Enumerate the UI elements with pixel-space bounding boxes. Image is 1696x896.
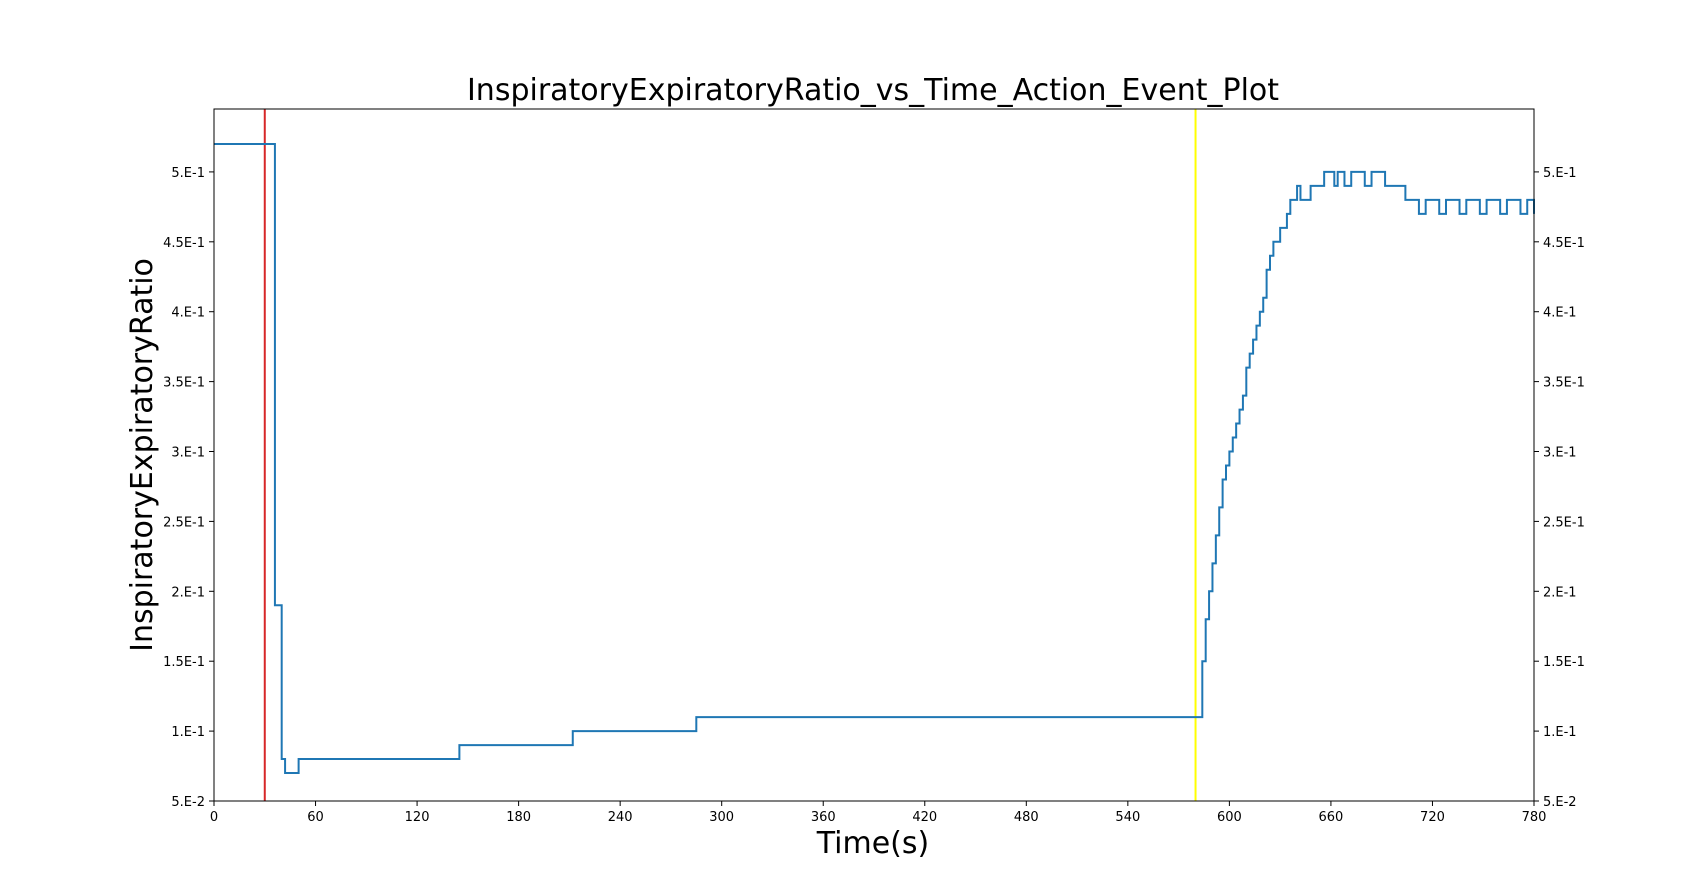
x-tick-label: 300 xyxy=(709,810,734,825)
y-tick-label-left: 5.E-2 xyxy=(171,795,205,810)
y-tick-label-right: 4.5E-1 xyxy=(1543,236,1585,251)
x-tick-label: 600 xyxy=(1217,810,1242,825)
y-tick-label-right: 2.5E-1 xyxy=(1543,515,1585,530)
y-tick-label-right: 3.5E-1 xyxy=(1543,376,1585,391)
y-tick-label-left: 1.E-1 xyxy=(171,725,205,740)
x-tick-label: 0 xyxy=(210,810,218,825)
y-tick-label-right: 5.E-2 xyxy=(1543,795,1577,810)
x-tick-label: 780 xyxy=(1522,810,1547,825)
y-tick-label-right: 1.E-1 xyxy=(1543,725,1577,740)
y-tick-label-left: 4.E-1 xyxy=(171,306,205,321)
y-tick-label-right: 5.E-1 xyxy=(1543,166,1577,181)
y-tick-label-left: 2.5E-1 xyxy=(163,515,205,530)
plot-area-frame xyxy=(213,108,1535,802)
x-tick-label: 540 xyxy=(1115,810,1140,825)
x-tick-label: 360 xyxy=(811,810,836,825)
y-axis-label: InspiratoryExpiratoryRatio xyxy=(125,258,160,652)
x-tick-label: 480 xyxy=(1014,810,1039,825)
y-tick-label-left: 1.5E-1 xyxy=(163,655,205,670)
series-layer xyxy=(214,142,1535,775)
x-tick-label: 420 xyxy=(912,810,937,825)
series-line-0 xyxy=(214,142,1535,775)
x-axis-ticks: 0 60 120 180 240 300 360 420 480 540 600 660 720 780 xyxy=(210,801,1547,825)
y-axis-ticks: 5.E-2 5.E-2 1.E-1 1.E-1 1.5E-1 1.5E-1 2.E-1 2.E… xyxy=(163,166,1585,810)
y-tick-label-left: 3.5E-1 xyxy=(163,376,205,391)
x-tick-label: 720 xyxy=(1420,810,1445,825)
y-tick-label-right: 2.E-1 xyxy=(1543,585,1577,600)
x-axis-label: Time(s) xyxy=(816,826,929,861)
y-tick-label-right: 1.5E-1 xyxy=(1543,655,1585,670)
y-tick-label-left: 4.5E-1 xyxy=(163,236,205,251)
x-tick-label: 60 xyxy=(307,810,324,825)
event-lines xyxy=(263,109,1197,801)
x-tick-label: 660 xyxy=(1319,810,1344,825)
x-tick-label: 120 xyxy=(405,810,430,825)
chart-title: InspiratoryExpiratoryRatio_vs_Time_Actio… xyxy=(467,73,1279,108)
x-tick-label: 180 xyxy=(506,810,531,825)
y-tick-label-left: 2.E-1 xyxy=(171,585,205,600)
y-tick-label-left: 5.E-1 xyxy=(171,166,205,181)
x-tick-label: 240 xyxy=(608,810,633,825)
y-tick-label-left: 3.E-1 xyxy=(171,446,205,461)
y-tick-label-right: 3.E-1 xyxy=(1543,446,1577,461)
y-tick-label-right: 4.E-1 xyxy=(1543,306,1577,321)
